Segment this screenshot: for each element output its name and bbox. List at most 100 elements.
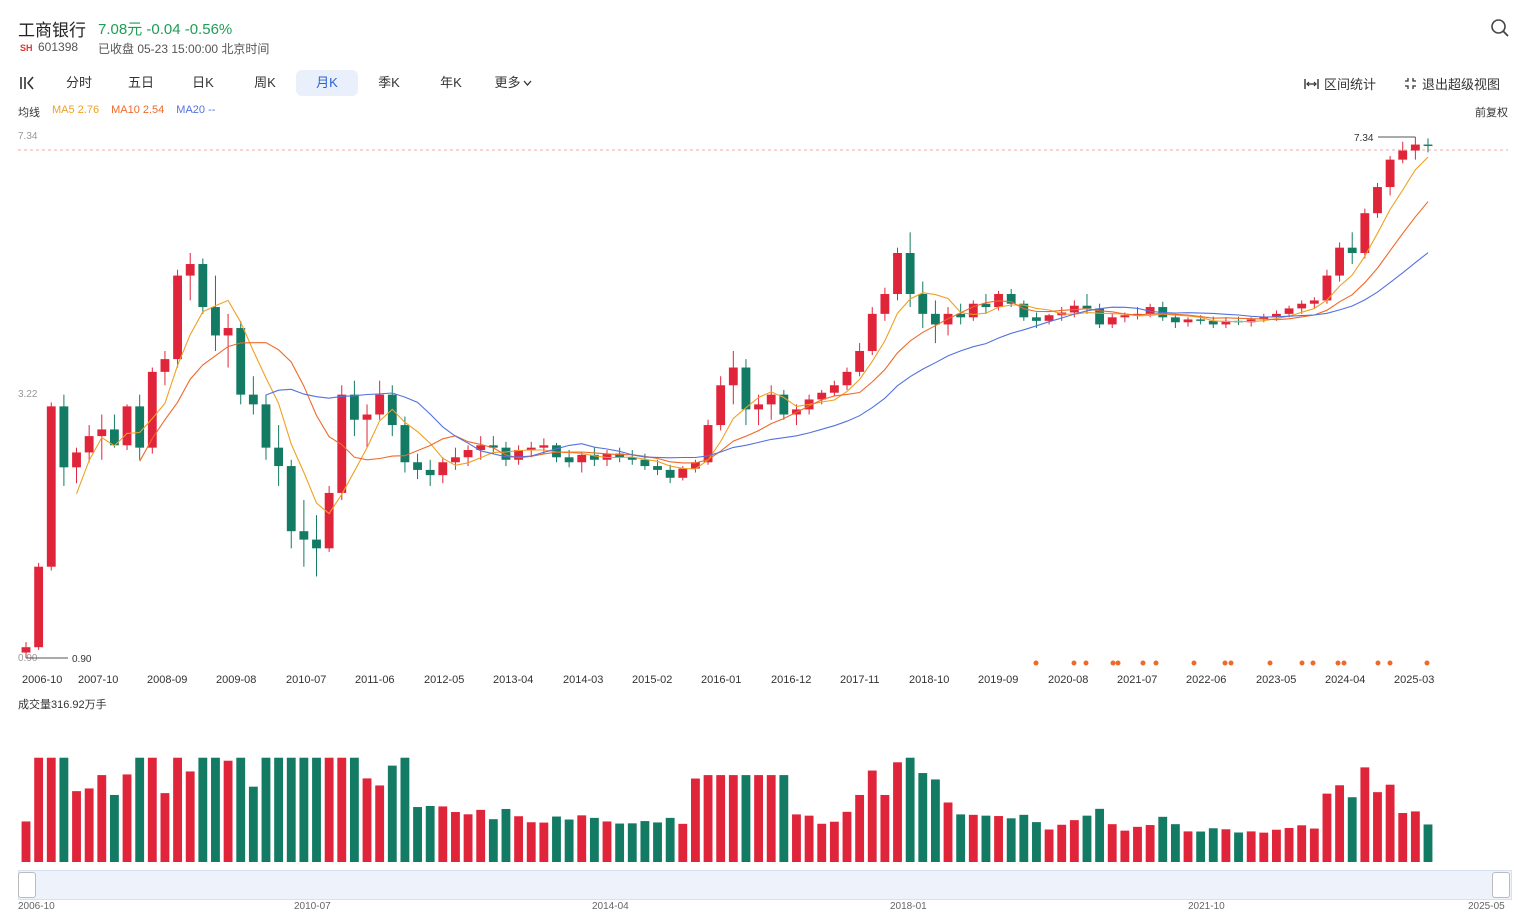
volume-bar bbox=[349, 757, 359, 862]
exit-fullscreen-button[interactable]: 退出超级视图 bbox=[1404, 74, 1500, 93]
volume-bar bbox=[84, 788, 94, 862]
dividend-marker[interactable] bbox=[1115, 660, 1121, 666]
dividend-marker[interactable] bbox=[1267, 660, 1273, 666]
price-change: 7.08元 -0.04 -0.56% bbox=[98, 21, 233, 38]
dividend-marker[interactable] bbox=[1071, 660, 1077, 666]
volume-bar bbox=[880, 794, 890, 862]
candle-body bbox=[1259, 316, 1269, 320]
volume-bar bbox=[185, 771, 195, 862]
volume-bar bbox=[122, 774, 132, 862]
volume-bar bbox=[1246, 831, 1256, 862]
candle-body bbox=[248, 394, 258, 405]
volume-bar bbox=[1385, 784, 1395, 862]
volume-bar bbox=[223, 760, 233, 862]
dividend-marker[interactable] bbox=[1153, 660, 1159, 666]
dividend-marker[interactable] bbox=[1110, 660, 1116, 666]
candle-body bbox=[1309, 300, 1319, 304]
volume-bar bbox=[1196, 831, 1206, 862]
dividend-marker[interactable] bbox=[1424, 660, 1430, 666]
volume-bar bbox=[792, 814, 801, 862]
tab-day-k[interactable]: 日K bbox=[192, 75, 214, 90]
tab-month-k[interactable]: 月K bbox=[296, 70, 358, 96]
volume-bar bbox=[147, 757, 157, 862]
candle-body bbox=[400, 425, 410, 463]
tab-week-k[interactable]: 周K bbox=[254, 75, 276, 90]
candle-body bbox=[678, 468, 688, 478]
candle-body bbox=[766, 394, 776, 405]
candle-body bbox=[476, 445, 486, 451]
tab-fenshi[interactable]: 分时 bbox=[65, 75, 92, 90]
candle-body bbox=[1423, 144, 1433, 146]
dividend-marker[interactable] bbox=[1140, 660, 1146, 666]
volume-bar bbox=[716, 775, 726, 862]
candle-body bbox=[728, 367, 738, 386]
volume-bar bbox=[1095, 808, 1105, 862]
candle-body bbox=[564, 457, 574, 463]
volume-bar bbox=[930, 779, 940, 862]
volume-bar bbox=[1069, 820, 1079, 862]
volume-bar bbox=[817, 823, 827, 862]
dividend-marker[interactable] bbox=[1228, 660, 1234, 666]
candle-body bbox=[1410, 144, 1420, 151]
candle-body bbox=[413, 462, 422, 470]
volume-bar bbox=[1044, 829, 1054, 862]
candle-body bbox=[779, 394, 789, 415]
candle-body bbox=[72, 452, 81, 468]
navigator-track[interactable] bbox=[18, 870, 1512, 900]
candle-body bbox=[324, 492, 334, 549]
candle-body bbox=[261, 404, 271, 448]
volume-bar bbox=[438, 806, 448, 862]
tab-quarter-k[interactable]: 季K bbox=[378, 75, 400, 90]
volume-bar bbox=[72, 791, 81, 862]
dividend-marker[interactable] bbox=[1299, 660, 1305, 666]
candle-body bbox=[691, 462, 700, 469]
dividend-marker[interactable] bbox=[1083, 660, 1089, 666]
ma5-line bbox=[75, 156, 1429, 515]
volume-bar bbox=[34, 757, 44, 862]
dividend-marker[interactable] bbox=[1222, 660, 1228, 666]
range-stats-button[interactable]: 区间统计 bbox=[1304, 74, 1376, 93]
range-stats-label: 区间统计 bbox=[1323, 77, 1376, 92]
candle-body bbox=[173, 275, 182, 360]
candle-body bbox=[1145, 307, 1155, 314]
dividend-marker[interactable] bbox=[1310, 660, 1316, 666]
search-icon[interactable] bbox=[1490, 18, 1510, 38]
dividend-marker[interactable] bbox=[1387, 660, 1393, 666]
candle-body bbox=[1044, 315, 1054, 321]
candle-body bbox=[147, 371, 157, 448]
candle-body bbox=[211, 307, 220, 336]
candle-body bbox=[514, 450, 524, 460]
volume-bar bbox=[804, 815, 814, 862]
tab-year-k[interactable]: 年K bbox=[440, 75, 462, 90]
volume-bar bbox=[829, 821, 839, 862]
candle-body bbox=[754, 404, 763, 410]
navigator-handle-right[interactable] bbox=[1492, 872, 1510, 898]
period-tabbar: 分时 五日 日K 周K 月K 季K 年K 更多 bbox=[18, 70, 544, 96]
volume-bar bbox=[501, 808, 511, 862]
sidebar-toggle-icon[interactable] bbox=[18, 74, 36, 92]
volume-bar bbox=[1183, 831, 1193, 862]
candle-body bbox=[488, 445, 498, 448]
dividend-marker[interactable] bbox=[1375, 660, 1381, 666]
candle-body bbox=[122, 406, 132, 446]
max-label: 7.34 bbox=[1354, 133, 1374, 144]
candle-body bbox=[880, 293, 890, 314]
dividend-marker[interactable] bbox=[1335, 660, 1341, 666]
candle-body bbox=[842, 371, 852, 386]
adjust-button[interactable]: 前复权 bbox=[1475, 107, 1508, 119]
dividend-marker[interactable] bbox=[1191, 660, 1197, 666]
tab-more[interactable]: 更多 bbox=[482, 70, 544, 96]
candle-body bbox=[236, 328, 246, 395]
date-tick-label: 2016-12 bbox=[771, 674, 812, 686]
candle-body bbox=[1095, 308, 1105, 325]
dividend-marker[interactable] bbox=[1341, 660, 1347, 666]
navigator-handle-left[interactable] bbox=[18, 872, 36, 898]
market-status: 已收盘 05-23 15:00:00 北京时间 bbox=[98, 42, 270, 56]
candle-body bbox=[526, 447, 536, 451]
volume-bar bbox=[109, 794, 119, 862]
dividend-marker[interactable] bbox=[1033, 660, 1039, 666]
candle-body bbox=[1272, 313, 1281, 317]
tab-five-day[interactable]: 五日 bbox=[127, 75, 154, 90]
candle-body bbox=[1347, 247, 1357, 254]
